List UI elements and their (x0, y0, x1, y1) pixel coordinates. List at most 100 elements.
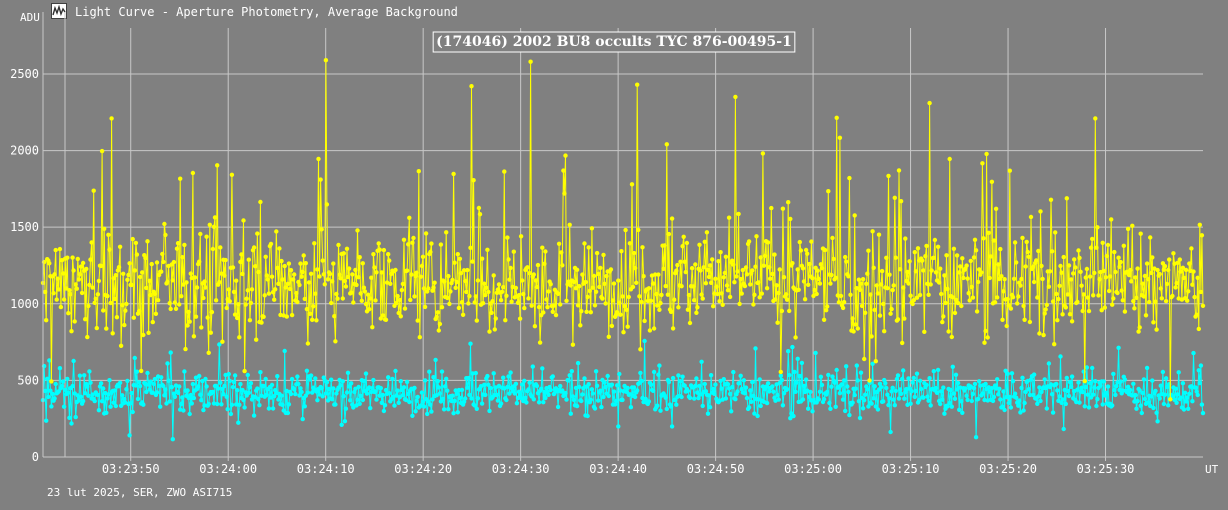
background-series-point (256, 396, 261, 402)
background-series-point (963, 386, 968, 391)
background-series-point (784, 387, 790, 392)
target-series-point (367, 307, 372, 312)
target-series-point (316, 156, 321, 162)
target-series-point (889, 306, 894, 312)
background-series-point (393, 368, 398, 374)
target-series-point (666, 231, 672, 237)
target-series-point (1174, 281, 1179, 286)
background-series-point (494, 392, 500, 398)
target-series-point (503, 318, 508, 323)
target-series-point (516, 293, 522, 298)
background-series-point (980, 391, 985, 396)
background-series-point (901, 368, 906, 373)
target-series-point (989, 179, 995, 184)
target-series-point (1078, 269, 1083, 274)
target-series-point (611, 281, 617, 286)
target-series-point (428, 249, 433, 255)
target-series-point (593, 289, 599, 294)
background-series-point (609, 382, 615, 387)
target-series-point (334, 291, 339, 297)
target-series-point (170, 278, 175, 283)
background-series-point (891, 397, 896, 402)
target-series-point (1043, 307, 1048, 312)
target-series-point (636, 227, 641, 233)
background-series-point (1055, 388, 1060, 393)
target-series-point (1120, 298, 1126, 303)
background-series-point (95, 392, 101, 398)
target-series-point (1036, 248, 1041, 254)
background-series-point (468, 341, 473, 346)
target-series-point (1053, 230, 1058, 235)
target-series-point (1194, 312, 1199, 317)
target-series-point (66, 311, 71, 316)
x-tick-label: 03:25:20 (979, 462, 1037, 476)
target-series-point (540, 245, 545, 250)
background-series-point (1151, 405, 1156, 411)
target-series-point (341, 251, 346, 256)
background-series-point (792, 369, 797, 375)
target-series-point (803, 247, 809, 253)
background-series-point (451, 411, 456, 416)
background-series-point (414, 398, 419, 403)
background-series-point (431, 375, 436, 380)
background-series-point (887, 396, 892, 401)
background-series-point (53, 381, 58, 387)
background-series-point (82, 373, 87, 378)
background-series-point (134, 369, 140, 374)
background-series-point (605, 373, 610, 379)
background-series-point (892, 403, 897, 408)
target-series-point (258, 199, 263, 205)
target-series-point (408, 297, 413, 303)
target-series-point (641, 274, 646, 279)
target-series-point (723, 254, 729, 259)
target-series-point (330, 279, 335, 284)
background-series-point (934, 390, 940, 395)
background-series-point (735, 389, 740, 394)
target-series-point (335, 296, 340, 301)
target-series-point (184, 280, 189, 285)
target-series-point (483, 292, 488, 298)
background-series-point (546, 392, 551, 397)
background-series-point (560, 388, 565, 393)
target-series-point (241, 218, 246, 223)
axes (42, 12, 1203, 461)
background-series-point (959, 399, 964, 404)
target-series-point (933, 270, 939, 275)
background-series-point (342, 419, 348, 424)
target-series-point (1023, 264, 1028, 269)
background-series-point (995, 377, 1000, 382)
target-series-point (469, 84, 474, 89)
background-series-point (1044, 406, 1050, 411)
background-series-point (719, 386, 724, 391)
target-series-point (487, 329, 492, 334)
background-series-point (333, 402, 338, 407)
background-series-point (1187, 391, 1192, 396)
background-series-point (466, 375, 471, 381)
target-series-point (286, 261, 292, 266)
background-series-point (303, 393, 308, 398)
target-series-point (395, 293, 400, 299)
background-series-point (938, 401, 943, 407)
target-series-point (750, 268, 755, 273)
background-series-point (107, 378, 112, 383)
background-series-point (588, 397, 593, 402)
background-series-point (1153, 388, 1158, 394)
background-series-point (1039, 389, 1044, 395)
target-series-point (868, 292, 873, 297)
background-series-point (1008, 405, 1014, 410)
target-series-point (1057, 283, 1062, 288)
target-series-point (311, 304, 316, 309)
target-series-point (217, 280, 222, 285)
target-series-point (969, 284, 974, 290)
target-series-point (1092, 270, 1097, 276)
target-series-point (568, 283, 573, 288)
background-series-point (473, 370, 478, 376)
background-series-point (47, 358, 52, 363)
target-series-point (376, 241, 381, 246)
app-icon[interactable] (51, 3, 67, 19)
target-series-point (570, 342, 576, 347)
background-series-point (520, 382, 525, 387)
target-series-point (902, 316, 907, 321)
target-series-point (55, 276, 60, 281)
target-series-point (936, 280, 942, 285)
